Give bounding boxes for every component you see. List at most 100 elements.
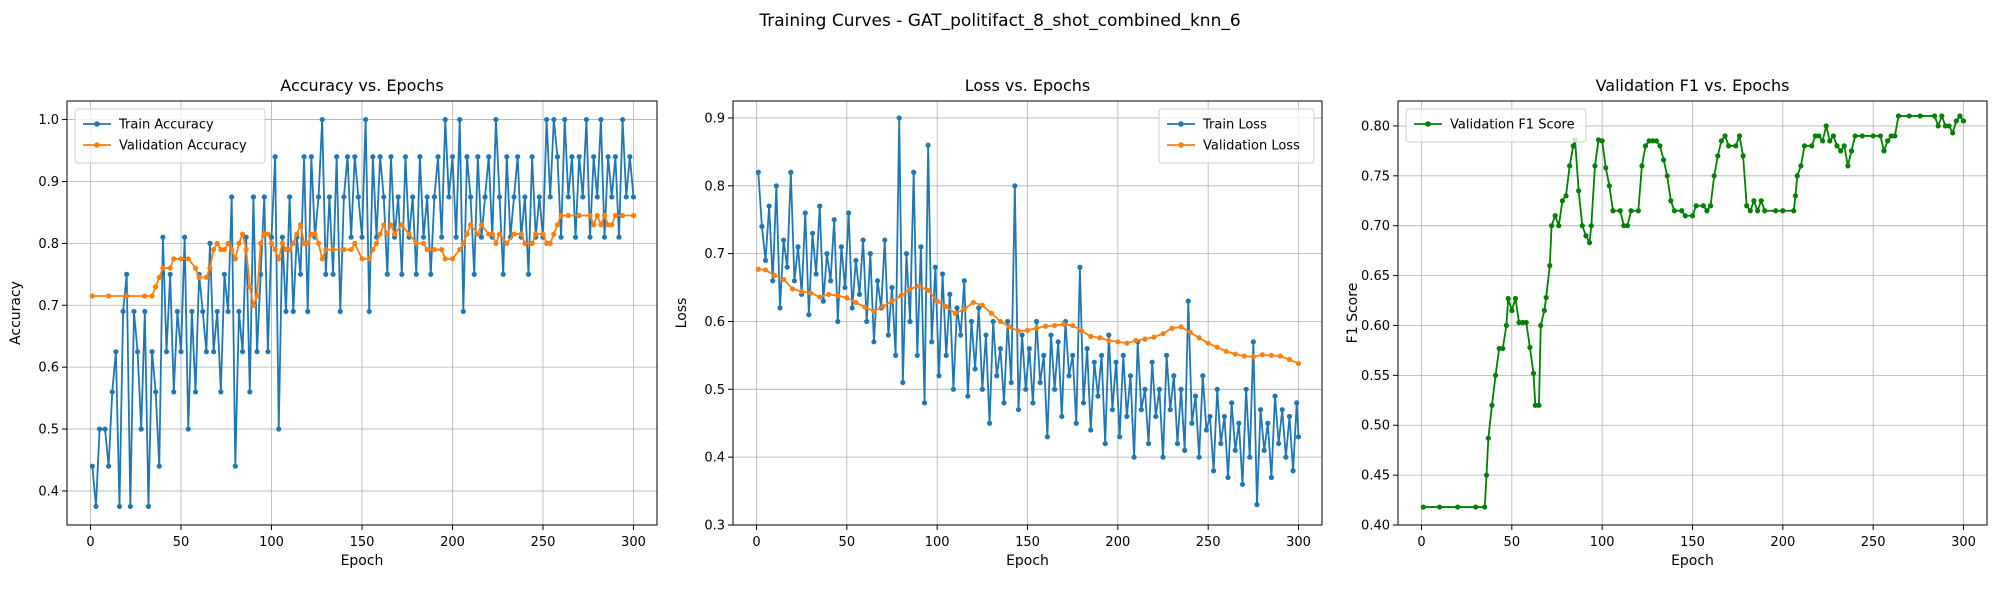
data-point xyxy=(171,389,177,395)
data-point xyxy=(410,194,416,200)
data-point xyxy=(236,308,242,315)
data-point xyxy=(120,308,126,315)
data-point xyxy=(1754,208,1761,214)
data-point xyxy=(420,234,427,240)
data-point xyxy=(934,298,940,304)
y-tick-label: 0.6 xyxy=(704,315,725,330)
data-point xyxy=(348,246,354,253)
data-point xyxy=(759,223,765,230)
legend-entry: Validation Loss xyxy=(1203,139,1300,154)
data-point xyxy=(1257,407,1264,413)
data-point xyxy=(272,154,278,160)
data-point xyxy=(1024,327,1031,333)
data-point xyxy=(898,293,904,299)
data-point xyxy=(1229,400,1235,406)
data-point xyxy=(1109,407,1116,413)
data-point xyxy=(979,386,985,392)
data-point xyxy=(518,231,524,237)
data-point xyxy=(453,234,459,240)
data-point xyxy=(1073,420,1079,426)
data-point xyxy=(1942,123,1949,129)
data-point xyxy=(399,222,405,228)
data-point xyxy=(449,256,456,262)
data-point xyxy=(1960,118,1967,124)
data-point xyxy=(294,231,300,237)
data-point xyxy=(203,349,209,355)
data-point xyxy=(1823,123,1829,129)
data-point xyxy=(988,310,994,316)
data-point xyxy=(1527,344,1533,351)
data-point xyxy=(1483,472,1490,478)
data-point xyxy=(623,194,629,200)
data-point xyxy=(1196,335,1202,341)
data-point xyxy=(1084,346,1090,352)
data-point xyxy=(605,154,611,160)
data-point xyxy=(1791,208,1797,214)
x-tick-label: 250 xyxy=(531,535,556,550)
data-point xyxy=(308,231,314,237)
data-point xyxy=(254,293,260,299)
data-point xyxy=(1012,183,1018,189)
data-point xyxy=(609,194,615,200)
data-point xyxy=(167,265,173,271)
x-tick-label: 100 xyxy=(1590,535,1615,550)
data-point xyxy=(1061,321,1067,327)
chart-panel-2: 0 50 100 150 200 250 300 0.3 0.4 0.5 0.6 0.7 0.8 0.9 L… xyxy=(674,76,1323,569)
x-tick-label: 150 xyxy=(1015,535,1040,550)
data-point xyxy=(504,240,510,246)
data-point xyxy=(1946,123,1952,129)
data-point xyxy=(478,234,485,240)
data-point xyxy=(936,373,942,379)
data-point xyxy=(1277,353,1284,359)
data-point xyxy=(1473,504,1479,510)
data-point xyxy=(551,231,557,237)
y-tick-label: 0.5 xyxy=(704,383,725,398)
data-point xyxy=(89,293,95,299)
data-point xyxy=(1041,352,1047,358)
x-tick-label: 150 xyxy=(1680,535,1705,550)
data-point xyxy=(460,308,466,315)
data-point xyxy=(1203,427,1209,433)
data-point xyxy=(583,116,590,123)
data-point xyxy=(218,389,224,395)
data-point xyxy=(1294,400,1300,406)
data-point xyxy=(842,284,848,291)
data-point xyxy=(536,194,542,200)
data-point xyxy=(185,256,191,262)
data-point xyxy=(853,257,859,264)
data-point xyxy=(918,244,924,250)
data-point xyxy=(348,234,354,240)
data-point xyxy=(551,116,557,123)
data-point xyxy=(189,308,195,315)
data-point xyxy=(1044,434,1050,440)
data-point xyxy=(1286,356,1293,363)
data-point xyxy=(283,308,289,315)
data-point xyxy=(312,231,318,237)
data-point xyxy=(1516,319,1522,326)
data-point xyxy=(1142,336,1148,342)
data-point xyxy=(1097,335,1103,341)
x-tick-label: 300 xyxy=(1286,535,1311,550)
data-point xyxy=(809,230,816,236)
data-point xyxy=(1711,173,1717,179)
data-point xyxy=(334,154,340,160)
data-point xyxy=(279,240,285,246)
data-point xyxy=(203,274,209,281)
data-point xyxy=(554,222,561,228)
data-point xyxy=(384,231,390,237)
data-point xyxy=(1187,329,1193,335)
data-point xyxy=(1295,434,1302,440)
data-point xyxy=(511,194,517,200)
data-point xyxy=(1160,454,1166,460)
data-point xyxy=(352,240,358,246)
data-point xyxy=(547,194,553,200)
data-point xyxy=(598,116,604,123)
data-point xyxy=(929,339,935,345)
data-point xyxy=(341,194,347,200)
data-point xyxy=(211,246,217,253)
data-point xyxy=(997,346,1004,352)
data-point xyxy=(478,222,485,228)
data-point xyxy=(319,256,325,262)
chart-title: Accuracy vs. Epochs xyxy=(280,76,443,95)
data-point xyxy=(522,240,528,246)
